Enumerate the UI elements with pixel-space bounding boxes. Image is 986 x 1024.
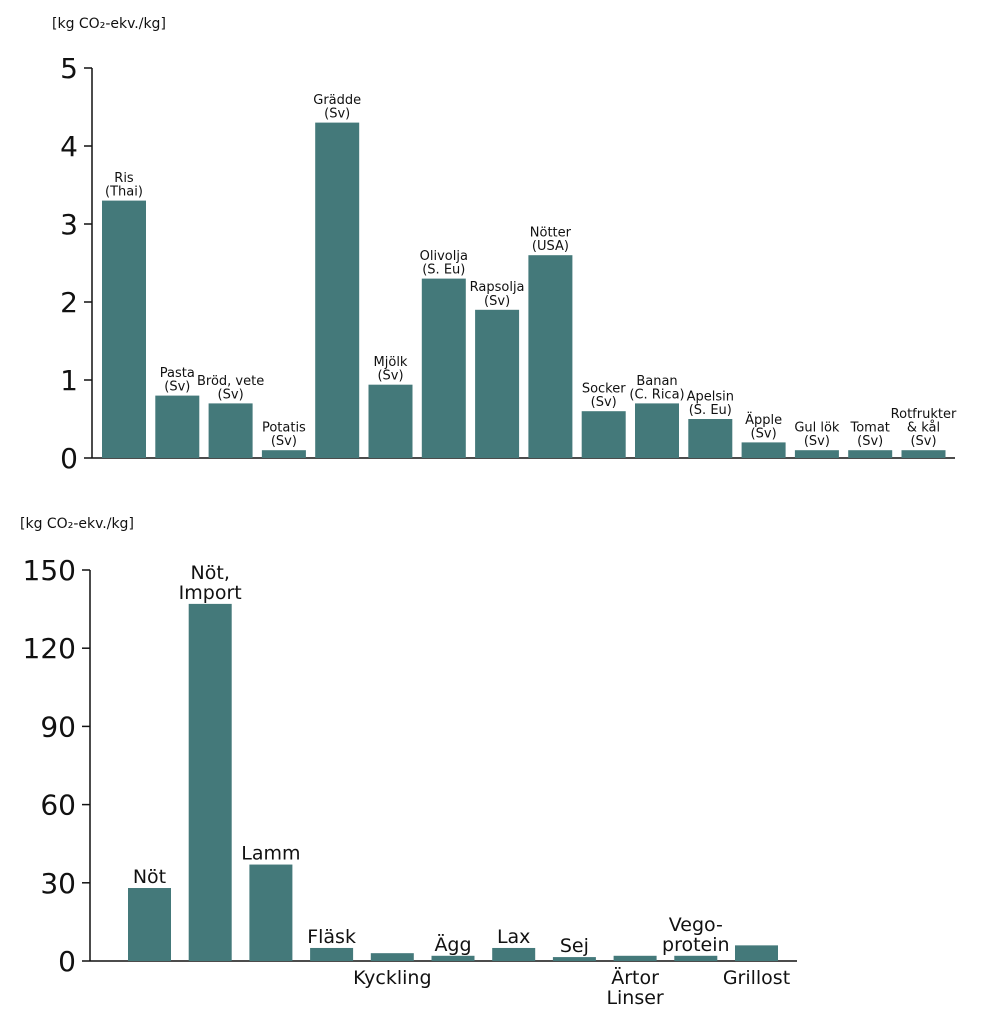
bar	[310, 947, 354, 961]
bar	[635, 403, 679, 458]
category-label: Nöt, Import	[179, 562, 242, 604]
y-tick-label: 30	[40, 867, 76, 900]
bar	[208, 403, 253, 458]
bar	[421, 278, 466, 458]
category-label: Tomat (Sv)	[849, 421, 889, 450]
category-label: Nöt	[133, 866, 166, 888]
y-tick-label: 90	[40, 710, 76, 743]
category-label: Apelsin (S. Eu)	[687, 389, 734, 418]
bar	[688, 419, 733, 458]
bar	[431, 955, 475, 961]
bar	[741, 442, 786, 458]
category-label: Ris (Thai)	[105, 171, 143, 200]
bar	[249, 864, 293, 961]
category-label: Gul lök (Sv)	[794, 421, 840, 450]
category-label: Nötter (USA)	[530, 226, 572, 255]
bar	[188, 603, 232, 961]
y-axis-label: [kg CO₂-ekv./kg]	[52, 16, 166, 32]
bar	[102, 200, 146, 458]
y-tick-label: 5	[60, 52, 78, 85]
bar	[261, 450, 306, 458]
bar	[613, 955, 657, 961]
y-tick-label: 1	[60, 364, 78, 397]
category-label: Lamm	[241, 843, 300, 865]
category-label: Äpple (Sv)	[745, 412, 782, 442]
bar	[735, 945, 778, 961]
bar	[370, 953, 414, 961]
bar	[901, 450, 946, 458]
bar	[552, 957, 596, 961]
category-label: Grädde (Sv)	[313, 93, 361, 122]
bar	[368, 384, 413, 458]
y-tick-label: 4	[60, 130, 78, 163]
category-label: Olivolja (S. Eu)	[420, 249, 468, 278]
category-label: Banan (C. Rica)	[629, 374, 684, 403]
y-tick-label: 60	[40, 789, 76, 822]
category-label: Ägg	[434, 933, 471, 956]
category-label: Potatis (Sv)	[262, 421, 306, 450]
category-label: Socker (Sv)	[582, 382, 626, 411]
y-axis-label: [kg CO₂-ekv./kg]	[20, 516, 134, 532]
category-label: Mjölk (Sv)	[374, 355, 408, 384]
bar	[128, 888, 171, 961]
category-label: Sej	[560, 935, 589, 957]
bar	[581, 411, 626, 458]
y-tick-label: 0	[58, 945, 76, 978]
y-tick-label: 3	[60, 208, 78, 241]
y-tick-label: 0	[60, 442, 78, 475]
bar	[794, 450, 839, 458]
bar	[674, 955, 718, 961]
bar	[528, 255, 573, 458]
category-label: Grillost	[723, 967, 790, 989]
category-label: Rotfrukter & kål (Sv)	[891, 407, 957, 449]
bar	[492, 947, 536, 961]
category-label: Lax	[497, 926, 530, 948]
category-label: Fläsk	[307, 926, 356, 948]
category-label: Bröd, vete (Sv)	[197, 374, 264, 403]
bar	[155, 395, 200, 458]
category-label: Vego-protein	[662, 914, 730, 956]
category-label: Kyckling	[353, 967, 431, 989]
y-tick-label: 150	[23, 554, 76, 587]
bar	[848, 450, 893, 458]
y-tick-label: 2	[60, 286, 78, 319]
category-label: Ärtor Linser	[606, 966, 663, 1009]
bar	[315, 122, 360, 458]
category-label: Pasta (Sv)	[160, 366, 195, 395]
bar	[475, 309, 520, 458]
y-tick-label: 120	[23, 632, 76, 665]
category-label: Rapsolja (Sv)	[470, 280, 525, 309]
